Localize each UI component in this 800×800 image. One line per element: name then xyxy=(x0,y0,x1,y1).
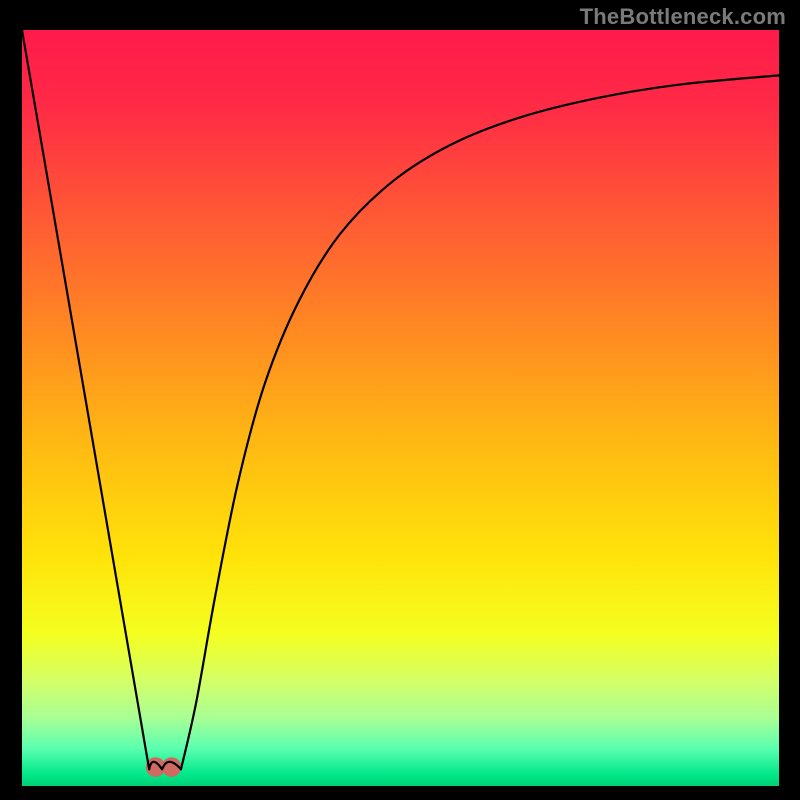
chart-frame: TheBottleneck.com xyxy=(0,0,800,800)
chart-svg xyxy=(0,0,800,800)
watermark-text: TheBottleneck.com xyxy=(580,4,786,30)
plot-background xyxy=(22,30,779,786)
